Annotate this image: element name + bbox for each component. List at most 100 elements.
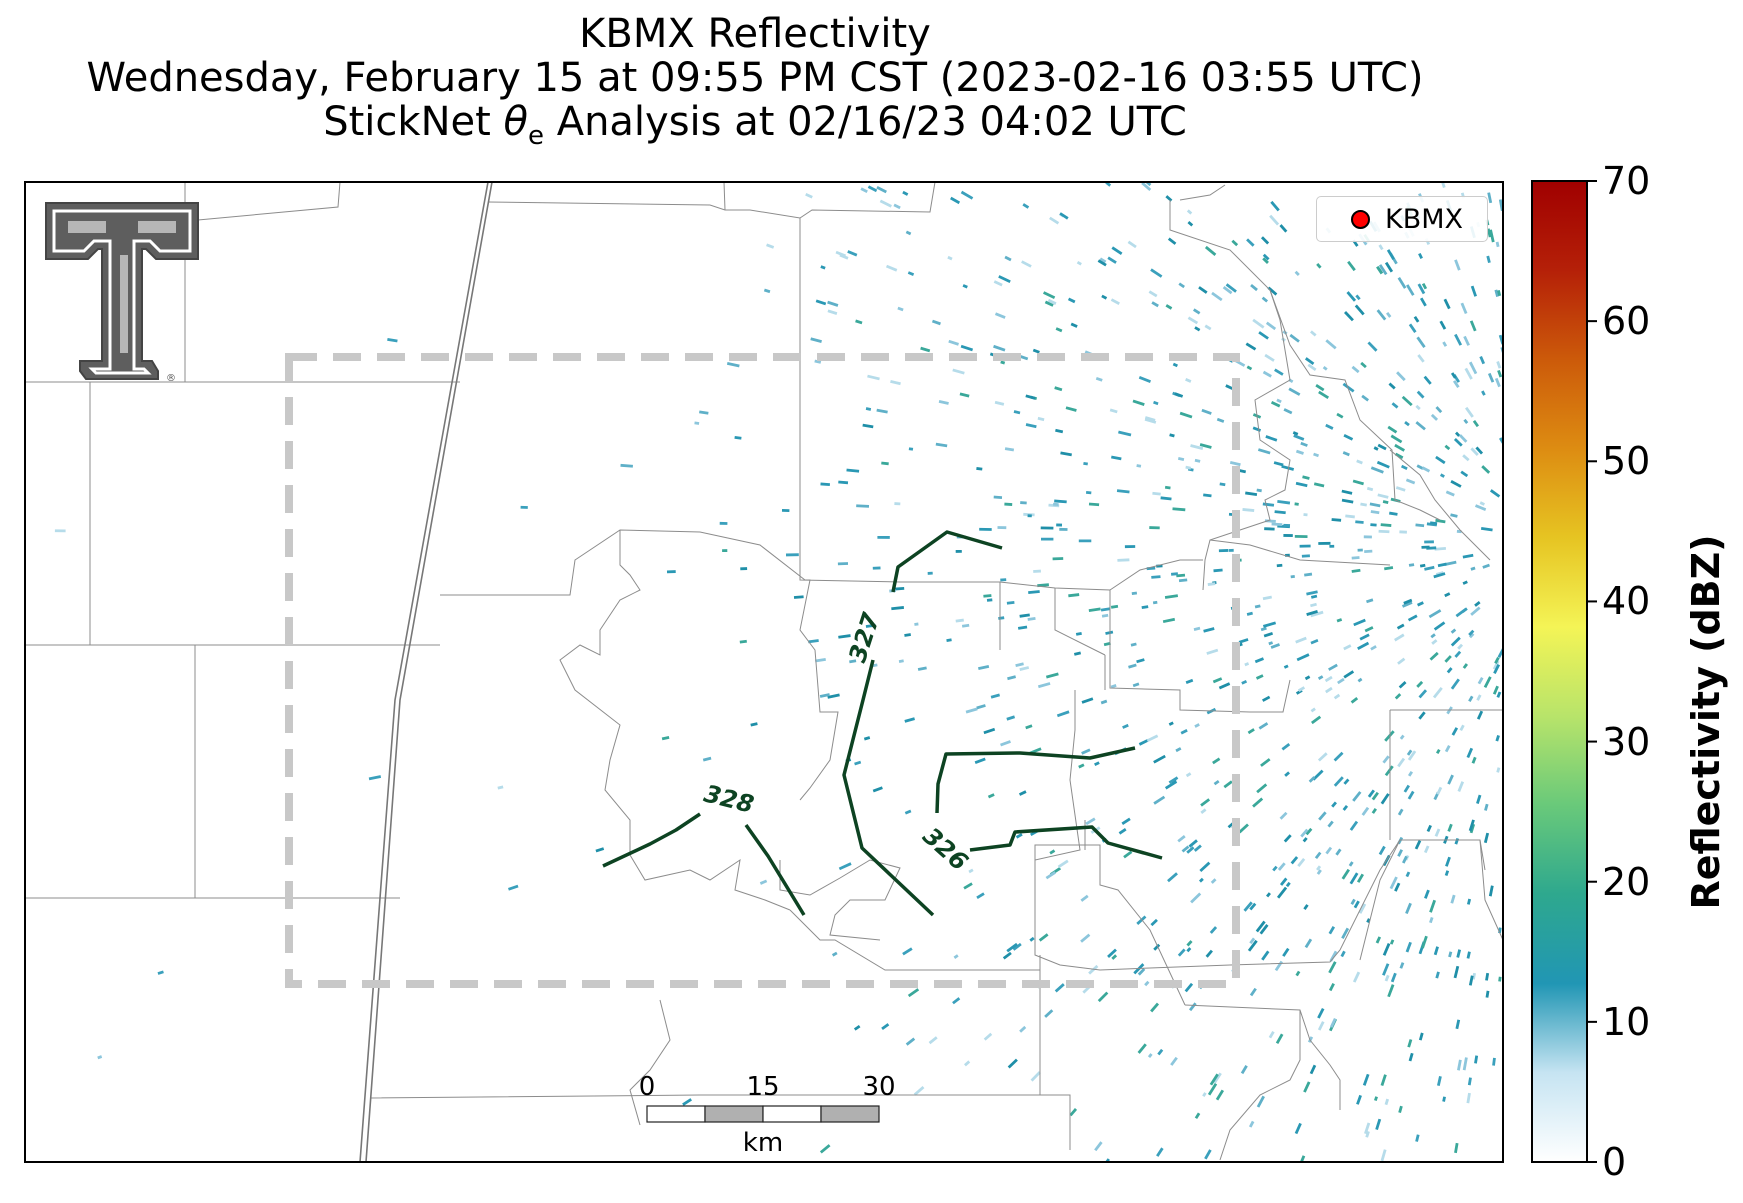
- radar-echo: [1434, 546, 1446, 551]
- radar-echo: [1466, 951, 1471, 959]
- radar-echo: [1450, 480, 1462, 488]
- radar-echo: [838, 480, 849, 485]
- radar-echo: [819, 1144, 831, 1154]
- radar-echo: [1390, 434, 1403, 444]
- county-line: [1479, 839, 1503, 941]
- radar-echo: [1492, 685, 1499, 695]
- radar-echo: [1270, 200, 1280, 212]
- radar-echo: [965, 707, 978, 714]
- radar-echo: [719, 521, 728, 525]
- radar-echo: [1040, 526, 1054, 530]
- radar-echo: [1085, 490, 1092, 495]
- radar-echo: [1391, 402, 1399, 409]
- radar-echo: [1205, 949, 1213, 958]
- radar-echo: [1476, 694, 1482, 701]
- radar-echo: [960, 190, 974, 200]
- radar-echo: [1435, 518, 1446, 524]
- radar-echo: [1054, 499, 1067, 504]
- radar-echo: [1037, 416, 1045, 422]
- radar-echo: [1496, 361, 1502, 369]
- radar-echo: [961, 623, 970, 628]
- radar-echo: [1401, 601, 1413, 608]
- radar-echo: [1187, 221, 1194, 227]
- radar-echo: [1247, 728, 1255, 735]
- radar-echo: [994, 400, 1005, 406]
- radar-echo: [1176, 573, 1186, 578]
- radar-echo: [1432, 687, 1443, 699]
- radar-echo: [1351, 568, 1361, 573]
- radar-echo: [1264, 527, 1275, 531]
- radar-echo: [1085, 817, 1096, 826]
- county-line: [1359, 839, 1401, 961]
- radar-echo: [1274, 368, 1284, 376]
- radar-echo: [1225, 283, 1237, 293]
- radar-echo: [1472, 420, 1480, 428]
- radar-echo: [722, 549, 728, 553]
- radar-echo: [1303, 904, 1309, 911]
- radar-echo: [1435, 971, 1440, 979]
- radar-echo: [1030, 1071, 1041, 1082]
- theta-e-contours: [602, 530, 1163, 917]
- radar-echo: [1211, 291, 1223, 302]
- radar-echo: [1466, 1092, 1471, 1104]
- radar-echo: [1495, 241, 1500, 248]
- radar-echo: [1419, 563, 1426, 568]
- radar-echo: [1105, 630, 1114, 635]
- radar-echo: [1405, 941, 1412, 953]
- radar-echo: [1426, 824, 1432, 832]
- radar-echo: [1343, 778, 1350, 785]
- radar-echo: [1344, 311, 1354, 322]
- radar-echo: [1238, 823, 1249, 834]
- radar-echo: [1355, 294, 1361, 301]
- radar-echo: [897, 306, 904, 312]
- radar-echo: [1384, 974, 1390, 982]
- legend-label: KBMX: [1385, 203, 1464, 235]
- radar-echo: [1181, 845, 1190, 853]
- radar-echo: [1387, 425, 1398, 434]
- radar-echo: [820, 265, 826, 270]
- radar-echo: [1382, 943, 1391, 956]
- radar-echo: [1350, 898, 1356, 905]
- radar-echo: [1352, 971, 1361, 983]
- radar-echo: [1448, 951, 1453, 958]
- radar-echo: [1439, 473, 1445, 478]
- radar-echo: [1304, 675, 1311, 681]
- radar-echo: [893, 203, 901, 210]
- radar-echo: [1468, 629, 1475, 636]
- radar-echo: [1212, 757, 1221, 765]
- radar-echo: [1475, 446, 1484, 455]
- radar-echo: [1415, 421, 1426, 431]
- radar-echo: [947, 255, 953, 261]
- radar-echo: [1295, 970, 1301, 977]
- radar-echo: [1262, 253, 1270, 261]
- radar-echo: [963, 1060, 971, 1067]
- radar-echo: [750, 722, 758, 727]
- radar-echo: [1468, 632, 1475, 639]
- radar-echo: [914, 622, 919, 626]
- radar-echo: [1266, 892, 1271, 898]
- radar-echo: [1308, 776, 1316, 783]
- radar-echo: [1060, 451, 1072, 457]
- radar-echo: [1101, 613, 1109, 618]
- radar-echo: [368, 775, 382, 781]
- radar-echo: [1364, 1122, 1371, 1135]
- radar-echo: [1444, 444, 1451, 451]
- colorbar-tick-label: 60: [1602, 299, 1651, 344]
- radar-echo: [682, 1098, 692, 1106]
- radar-echo: [1356, 1094, 1362, 1105]
- radar-echo: [1153, 795, 1166, 805]
- radar-echo: [1371, 791, 1379, 801]
- radar-echo: [1470, 285, 1477, 297]
- radar-echo: [1423, 845, 1430, 854]
- radar-echo: [1199, 861, 1211, 873]
- radar-echo: [976, 467, 983, 471]
- radar-echo: [1417, 354, 1425, 363]
- radar-echo: [1047, 298, 1057, 305]
- radar-echo: [938, 400, 949, 405]
- radar-echo: [1493, 663, 1501, 675]
- radar-echo: [1065, 406, 1077, 412]
- radar-echo: [1310, 330, 1317, 337]
- radar-echo: [1395, 486, 1406, 492]
- radar-echo: [907, 988, 920, 998]
- radar-echo: [1497, 645, 1503, 658]
